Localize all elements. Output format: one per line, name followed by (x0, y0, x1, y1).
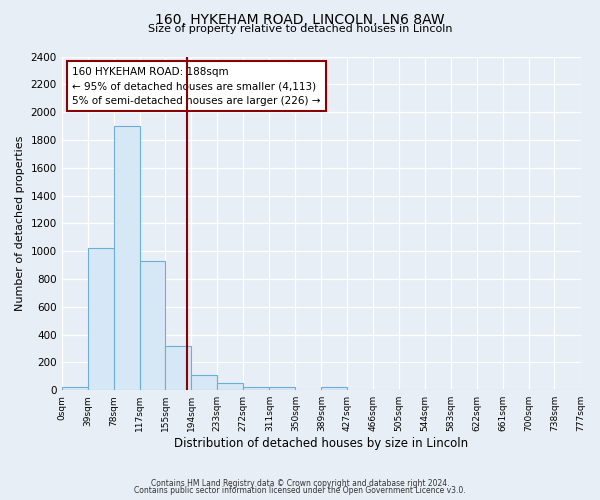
Bar (191, 375, 217, 390)
Bar (114, 126, 140, 390)
Text: 160, HYKEHAM ROAD, LINCOLN, LN6 8AW: 160, HYKEHAM ROAD, LINCOLN, LN6 8AW (155, 12, 445, 26)
Bar (88, 248, 114, 390)
Text: Size of property relative to detached houses in Lincoln: Size of property relative to detached ho… (148, 24, 452, 34)
Bar (269, 388, 295, 390)
X-axis label: Distribution of detached houses by size in Lincoln: Distribution of detached houses by size … (174, 437, 468, 450)
Bar (62, 388, 88, 390)
Text: Contains HM Land Registry data © Crown copyright and database right 2024.: Contains HM Land Registry data © Crown c… (151, 478, 449, 488)
Text: Contains public sector information licensed under the Open Government Licence v3: Contains public sector information licen… (134, 486, 466, 495)
Bar (165, 346, 191, 390)
Y-axis label: Number of detached properties: Number of detached properties (15, 136, 25, 311)
Bar (217, 384, 243, 390)
Bar (322, 388, 347, 390)
Text: 160 HYKEHAM ROAD: 188sqm
← 95% of detached houses are smaller (4,113)
5% of semi: 160 HYKEHAM ROAD: 188sqm ← 95% of detach… (72, 66, 320, 106)
Bar (140, 261, 165, 390)
Bar (243, 386, 269, 390)
